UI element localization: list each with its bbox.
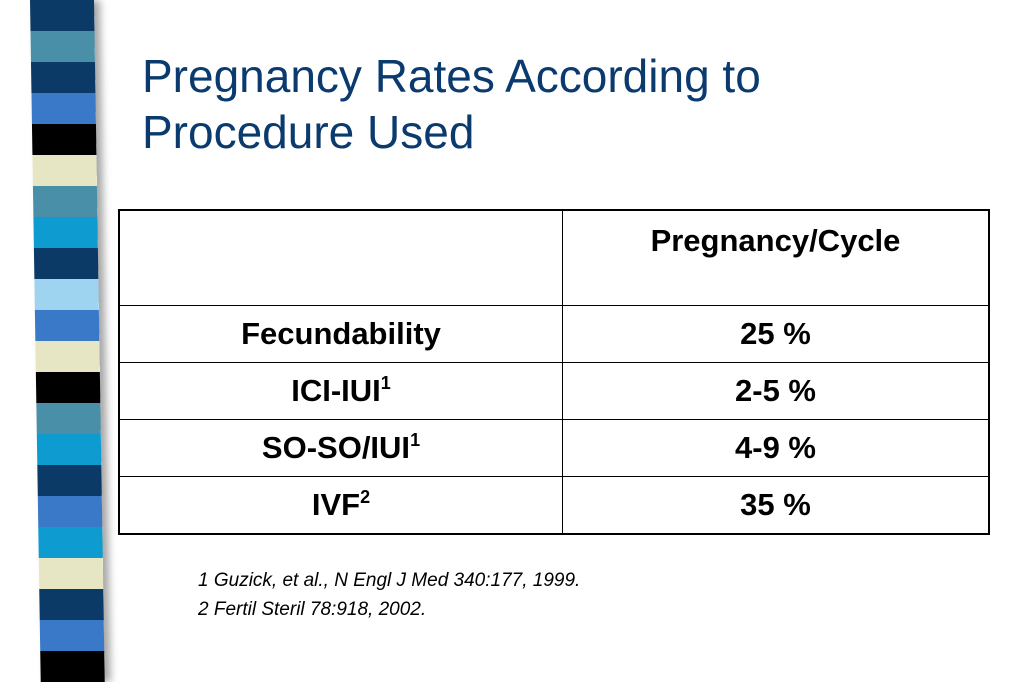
- decorative-stripe: [34, 310, 100, 341]
- row-value: 35 %: [562, 476, 990, 535]
- decorative-stripe: [33, 217, 98, 248]
- decorative-stripe: [38, 558, 104, 589]
- decorative-stripe: [36, 403, 101, 434]
- decorative-stripe: [35, 372, 101, 403]
- decorative-stripe: [34, 279, 99, 310]
- decorative-stripe: [30, 31, 95, 62]
- row-label: Fecundability: [118, 305, 563, 363]
- footnotes: 1 Guzick, et al., N Engl J Med 340:177, …: [198, 566, 580, 624]
- row-value: 2-5 %: [562, 362, 990, 420]
- footnote-2: 2 Fertil Steril 78:918, 2002.: [198, 599, 427, 620]
- decorative-stripe: [30, 0, 95, 31]
- row-value: 25 %: [562, 305, 990, 363]
- row-label: SO-SO/IUI1: [118, 419, 563, 477]
- row-label-footnote-ref: 1: [410, 430, 421, 450]
- decorative-stripe: [40, 651, 105, 682]
- row-label-text: Fecundability: [241, 316, 441, 351]
- decorative-stripe: [39, 589, 104, 620]
- slide-title: Pregnancy Rates According to Procedure U…: [142, 48, 982, 160]
- slide-title-line-2: Procedure Used: [142, 106, 475, 158]
- footnote-1: 1 Guzick, et al., N Engl J Med 340:177, …: [198, 570, 581, 591]
- decorative-stripe: [31, 93, 96, 124]
- decorative-stripe: [35, 341, 100, 372]
- decorative-stripe: [32, 186, 98, 217]
- row-label-footnote-ref: 1: [380, 373, 391, 393]
- decorative-stripe: [32, 155, 97, 186]
- table-row: Fecundability 25 %: [118, 305, 990, 363]
- row-label-text: IVF: [311, 487, 361, 522]
- decorative-stripe: [30, 62, 96, 93]
- row-label: ICI-IUI1: [118, 362, 563, 420]
- header-pregnancy-cycle: Pregnancy/Cycle: [562, 209, 990, 306]
- decorative-stripe: [37, 496, 103, 527]
- row-label-text: SO-SO/IUI: [261, 430, 411, 465]
- table-header-row: Pregnancy/Cycle: [118, 209, 990, 306]
- row-label: IVF2: [118, 476, 563, 535]
- decorative-stripe: [37, 465, 102, 496]
- pregnancy-rates-table: Pregnancy/Cycle Fecundability 25 % ICI-I…: [118, 209, 990, 535]
- decorative-stripe: [33, 248, 99, 279]
- decorative-stripe: [38, 527, 103, 558]
- slide-title-line-1: Pregnancy Rates According to: [142, 50, 761, 102]
- row-label-text: ICI-IUI: [291, 373, 381, 408]
- decorative-stripe-bar: [30, 0, 105, 682]
- table-row: ICI-IUI1 2-5 %: [118, 362, 990, 420]
- table-row: IVF2 35 %: [118, 476, 990, 535]
- table-row: SO-SO/IUI1 4-9 %: [118, 419, 990, 477]
- decorative-stripe: [39, 620, 105, 651]
- header-corner-cell: [118, 209, 563, 306]
- row-label-footnote-ref: 2: [360, 487, 371, 507]
- decorative-stripe: [31, 124, 97, 155]
- decorative-stripe: [36, 434, 102, 465]
- row-value: 4-9 %: [562, 419, 990, 477]
